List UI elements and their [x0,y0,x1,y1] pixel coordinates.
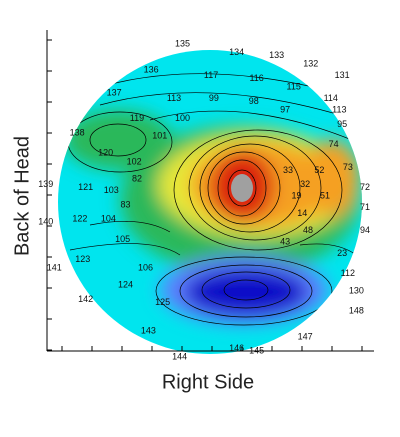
electrode-label: 119 [130,113,144,123]
contour-line [69,243,181,256]
electrode-label: 144 [172,351,187,361]
electrode-label: 137 [107,87,122,97]
contour-line [173,129,343,251]
electrode-label: 102 [127,156,142,166]
electrode-label: 121 [78,182,93,192]
electrode-label: 131 [335,70,350,80]
x-axis-label: Right Side [161,371,255,394]
electrode-label: 106 [138,262,153,272]
electrode-label: 114 [324,93,338,103]
grey-peak [231,174,253,202]
contour-line [217,159,267,217]
electrode-label: 72 [360,182,370,192]
electrode-label: 23 [337,248,347,258]
electrode-label: 115 [287,82,301,92]
electrode-label: 135 [175,39,190,49]
contour-line [149,110,353,141]
contour-line [223,279,269,301]
electrode-label: 120 [98,148,113,158]
electrode-label: 122 [72,214,87,224]
electrode-label: 132 [303,59,318,69]
electrode-label: 99 [209,93,219,103]
contour-lines [67,73,361,326]
electrode-label: 104 [101,214,116,224]
contour-line [89,123,147,157]
contour-line [227,169,257,207]
contour-line [188,135,322,241]
electrode-label: 140 [38,217,53,227]
color-map [58,50,362,354]
contour-line [99,92,351,119]
electrode-label: 95 [337,119,347,129]
electrode-label: 125 [155,297,170,307]
electrode-label: 142 [78,294,93,304]
contour-line [89,220,171,233]
electrode-label: 74 [329,139,339,149]
orange-field-right [304,140,360,216]
axes [46,30,374,352]
electrode-label: 134 [229,47,244,57]
electrode-label: 98 [249,96,259,106]
electrode-label: 123 [75,254,90,264]
electrode-label: 141 [47,262,62,272]
electrode-label: 33 [283,165,293,175]
electrode-label: 71 [360,202,370,212]
electrode-label: 43 [280,237,290,247]
electrode-label: 82 [132,174,142,184]
electrode-label: 73 [343,162,353,172]
electrode-label: 48 [303,225,313,235]
map-fields [63,110,360,324]
x-ticks [61,346,363,351]
y-axis-label: Back of Head [11,135,34,257]
electrode-label: 116 [249,73,263,83]
electrode-label: 101 [152,130,167,140]
contour-line [155,256,333,326]
electrode-label: 100 [175,113,190,123]
contour-line [207,151,281,225]
electrode-label: 103 [104,185,119,195]
electrode-label: 52 [314,165,324,175]
electrode-label: 148 [349,306,364,316]
electrode-label: 97 [280,105,290,115]
y-ticks [47,39,52,351]
electrode-label: 136 [144,64,159,74]
electrode-label: 124 [118,280,133,290]
contour-line [199,143,301,233]
electrode-label: 145 [249,346,264,356]
electrode-label: 138 [70,128,85,138]
contour-line [201,271,291,309]
electrode-label: 83 [121,199,131,209]
electrode-label: 14 [297,208,307,218]
electrode-label: 112 [341,268,355,278]
electrode-label: 133 [269,50,284,60]
contour-line [179,264,313,318]
electrode-label: 146 [229,343,244,353]
electrode-label: 130 [349,285,364,295]
electrode-label: 147 [298,331,313,341]
electrode-label: 32 [300,179,310,189]
electrode-label: 94 [360,225,370,235]
electrode-label: 117 [204,70,218,80]
electrode-label: 143 [141,326,156,336]
electrode-label: 51 [320,191,330,201]
electrode-label: 139 [38,179,53,189]
electrode-label: 105 [115,234,130,244]
blue-field [184,268,308,316]
electrode-label: 19 [292,191,302,201]
electrode-label: 113 [332,105,346,115]
electrode-label: 113 [167,93,181,103]
electrode-labels: 135 134 133 132 131 136 117 116 115 114 137 113 99 98… [38,39,370,362]
